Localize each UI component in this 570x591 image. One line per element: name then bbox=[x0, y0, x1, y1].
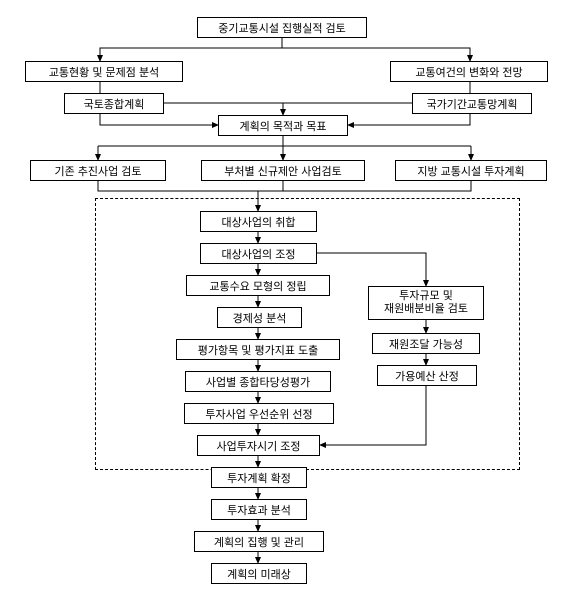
node-n8: 부처별 신규제안 사업검토 bbox=[201, 160, 365, 181]
node-n15: 사업별 종합타당성평가 bbox=[185, 371, 331, 392]
node-n23: 재원조달 가능성 bbox=[372, 333, 480, 354]
node-n3: 교통여건의 변화와 전망 bbox=[390, 61, 548, 82]
node-n9: 지방 교통시설 투자계획 bbox=[395, 160, 547, 181]
node-n21: 계획의 미래상 bbox=[211, 563, 307, 584]
node-n16: 투자사업 우선순위 선정 bbox=[184, 403, 334, 424]
node-n20: 계획의 집행 및 관리 bbox=[194, 531, 324, 552]
node-n18: 투자계획 확정 bbox=[211, 467, 307, 488]
node-n13: 경제성 분석 bbox=[217, 307, 302, 328]
node-n5: 국가기간교통망계획 bbox=[412, 93, 532, 114]
node-n4: 국토종합계획 bbox=[64, 93, 164, 114]
node-n12: 교통수요 모형의 정립 bbox=[186, 275, 330, 296]
node-n7: 기존 추진사업 검토 bbox=[30, 160, 166, 181]
node-n1: 중기교통시설 집행실적 검토 bbox=[197, 17, 367, 38]
node-n11: 대상사업의 조정 bbox=[200, 243, 317, 264]
node-n2: 교통현황 및 문제점 분석 bbox=[25, 61, 183, 82]
node-n17: 사업투자시기 조정 bbox=[197, 435, 320, 456]
node-n24: 가용예산 산정 bbox=[377, 365, 477, 386]
node-n22: 투자규모 및재원배분비율 검토 bbox=[368, 286, 484, 320]
node-n14: 평가항목 및 평가지표 도출 bbox=[176, 339, 340, 360]
node-n6: 계획의 목적과 목표 bbox=[218, 115, 348, 136]
node-n10: 대상사업의 취합 bbox=[200, 211, 317, 232]
node-n19: 투자효과 분석 bbox=[211, 499, 307, 520]
